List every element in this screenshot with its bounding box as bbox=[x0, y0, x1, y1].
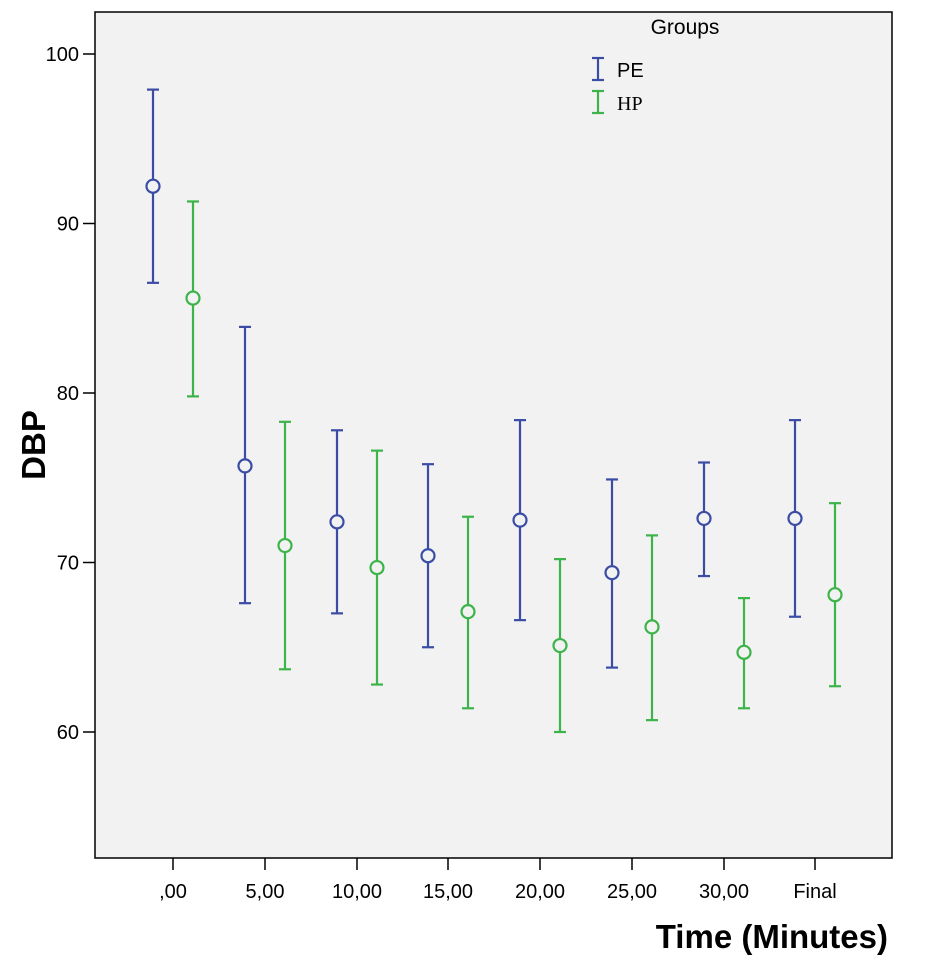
mean-marker bbox=[329, 514, 345, 530]
legend-label: HP bbox=[617, 93, 643, 115]
mean-marker bbox=[696, 510, 712, 527]
x-tick-label: ,00 bbox=[159, 881, 187, 903]
x-tick-label: 10,00 bbox=[332, 881, 382, 903]
legend-title: Groups bbox=[651, 16, 720, 39]
series-layer bbox=[145, 88, 843, 734]
legend-item-pe: PE bbox=[592, 56, 644, 82]
mean-marker bbox=[237, 458, 253, 474]
mean-marker bbox=[145, 178, 161, 194]
y-tick-label: 100 bbox=[46, 44, 79, 66]
series-hp bbox=[185, 200, 843, 734]
legend: Groups PE HP bbox=[592, 16, 719, 115]
x-axis: ,00 5,00 10,00 15,00 20,00 25,00 30,00 Final bbox=[159, 858, 837, 903]
x-tick-label: Final bbox=[793, 881, 836, 903]
y-tick-label: 80 bbox=[57, 383, 79, 405]
x-tick-label: 5,00 bbox=[246, 881, 285, 903]
legend-label: PE bbox=[617, 60, 644, 82]
mean-marker bbox=[827, 587, 843, 603]
mean-marker bbox=[736, 644, 752, 660]
x-tick-label: 25,00 bbox=[607, 881, 657, 903]
mean-marker bbox=[512, 512, 528, 528]
x-axis-title: Time (Minutes) bbox=[656, 918, 888, 955]
x-tick-label: 15,00 bbox=[423, 881, 473, 903]
y-tick-label: 90 bbox=[57, 214, 79, 236]
y-axis: 60 70 80 90 100 bbox=[46, 44, 95, 744]
mean-marker bbox=[604, 565, 620, 581]
y-axis-title: DBP bbox=[15, 410, 52, 480]
mean-marker bbox=[420, 548, 436, 564]
plot-area bbox=[94, 11, 893, 859]
legend-item-hp: HP bbox=[592, 89, 643, 115]
x-tick-label: 30,00 bbox=[699, 881, 749, 903]
mean-marker bbox=[369, 559, 385, 576]
mean-marker bbox=[644, 619, 660, 635]
mean-marker bbox=[185, 290, 201, 306]
x-tick-label: 20,00 bbox=[515, 881, 565, 903]
mean-marker bbox=[552, 637, 568, 654]
series-pe bbox=[145, 88, 803, 669]
mean-marker bbox=[460, 604, 476, 620]
y-tick-label: 60 bbox=[57, 722, 79, 744]
y-tick-label: 70 bbox=[57, 553, 79, 575]
mean-marker bbox=[787, 510, 803, 527]
mean-marker bbox=[277, 537, 293, 554]
